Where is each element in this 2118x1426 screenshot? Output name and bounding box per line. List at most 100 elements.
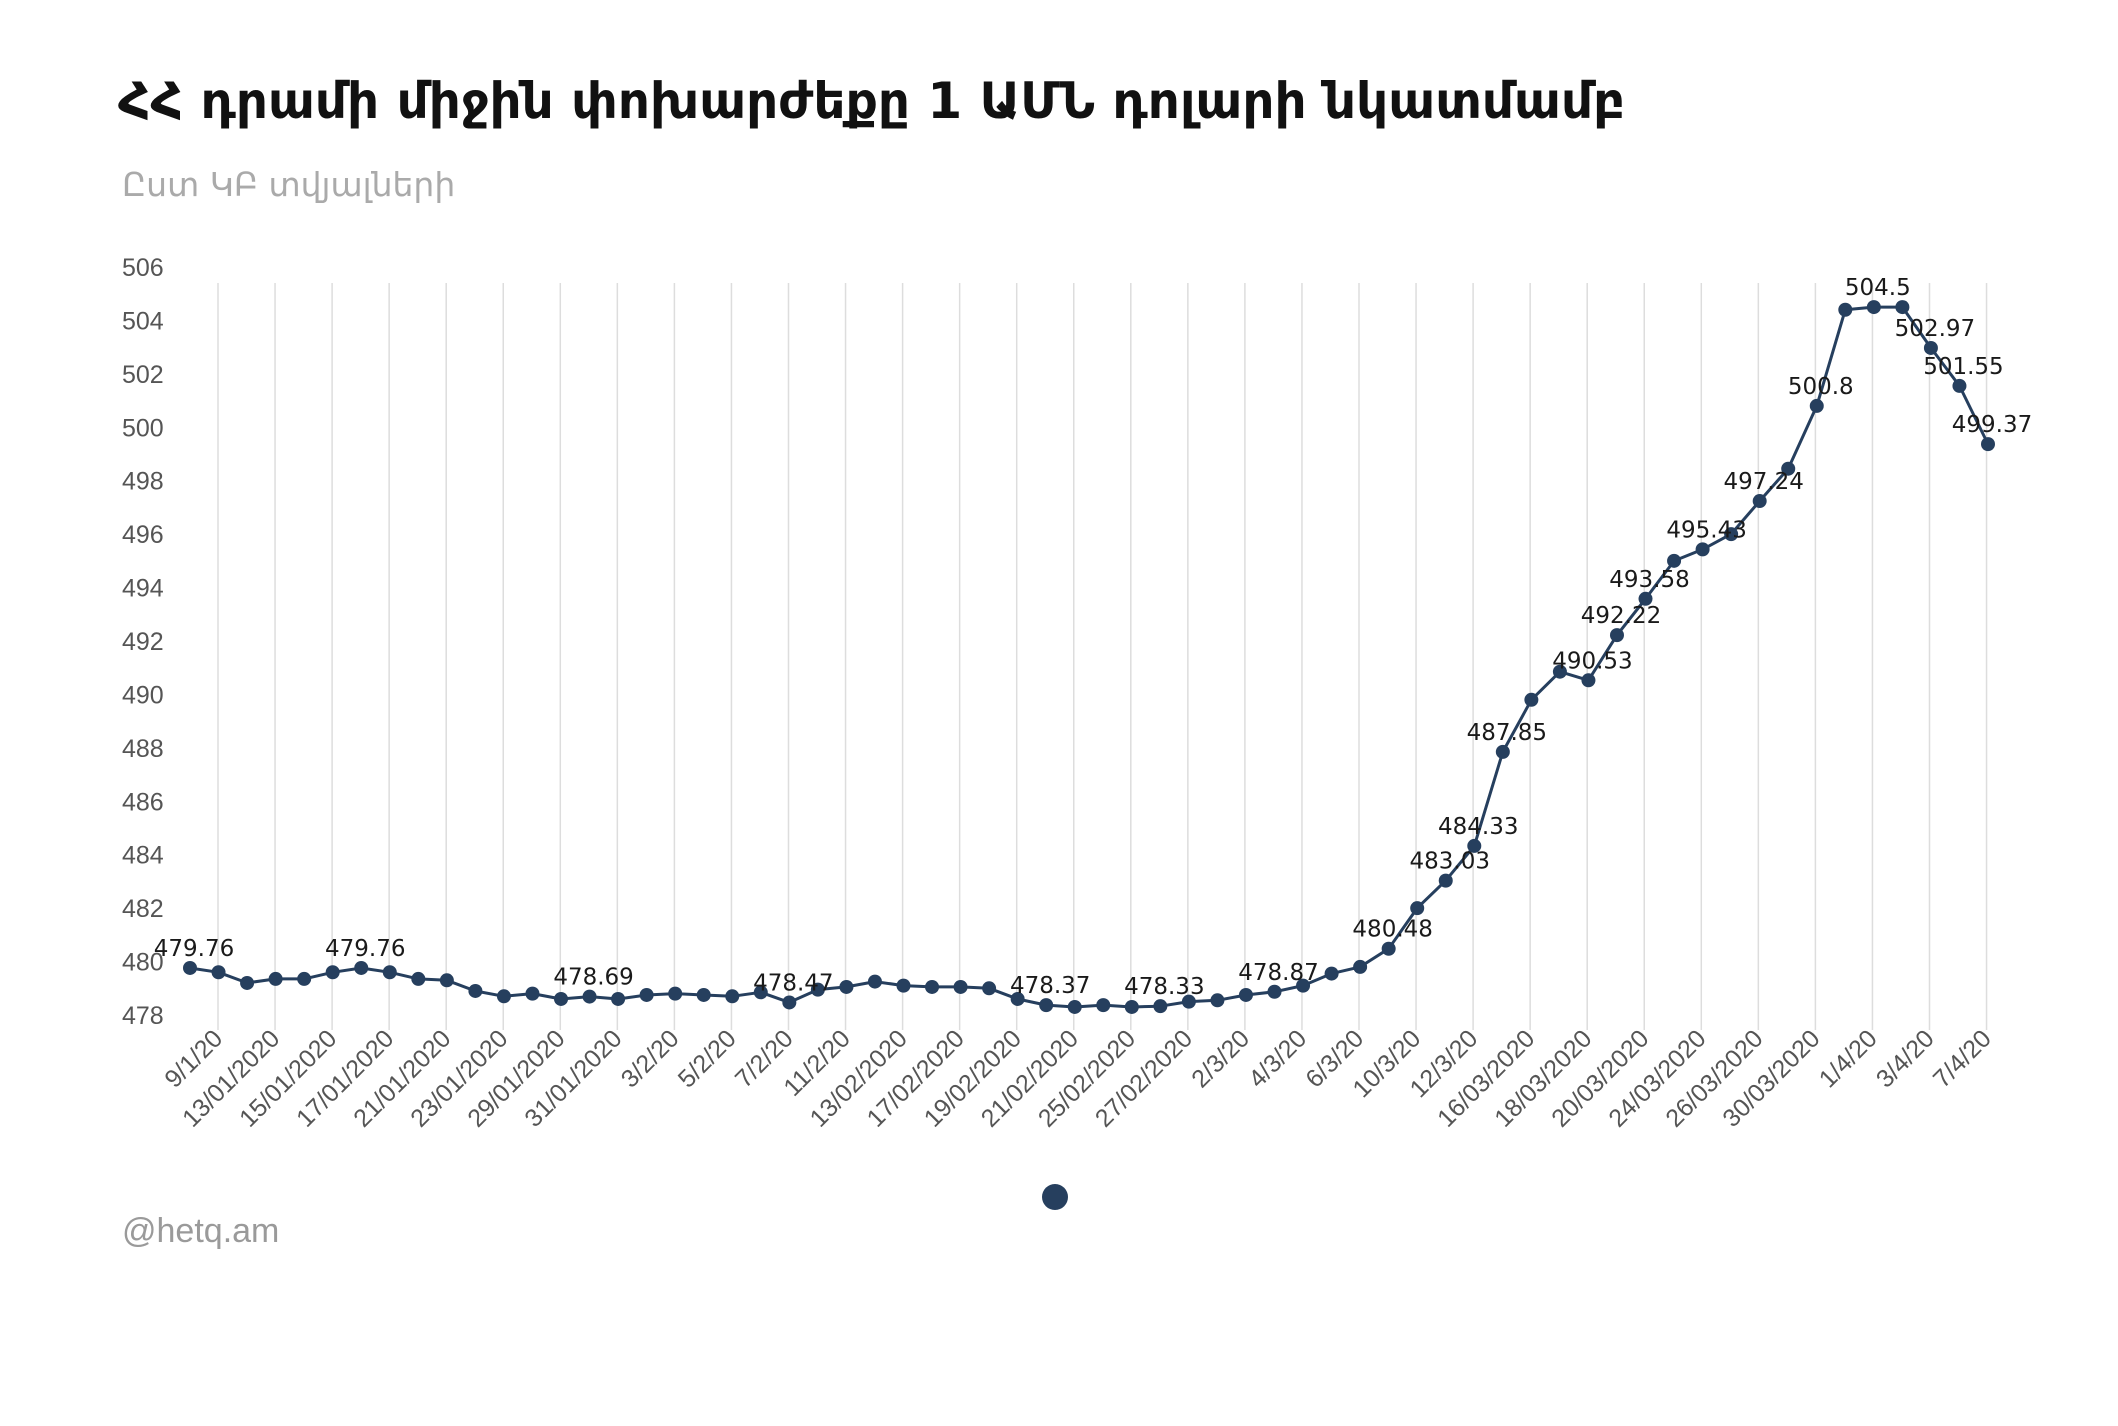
data-point [411,971,426,986]
legend[interactable] [1042,1184,1068,1210]
data-label: 499.37 [1952,412,2032,438]
data-point [554,991,569,1006]
y-tick-label: 494 [122,575,164,603]
data-point [839,979,854,994]
series-points [183,300,1995,1014]
data-point [696,987,711,1002]
x-tick-label: 3/2/20 [616,1024,685,1093]
data-point [867,974,882,989]
y-tick-label: 492 [122,628,164,656]
y-tick-label: 490 [122,681,164,709]
data-point [1866,300,1881,315]
data-point [183,960,197,975]
data-point [1324,966,1339,981]
data-point [1552,664,1567,679]
data-label: 487.85 [1467,720,1547,746]
data-point [1524,692,1539,707]
data-point [382,965,397,980]
y-tick-label: 478 [122,1002,164,1030]
data-point [1181,994,1196,1009]
data-point [468,983,483,998]
data-point [1039,998,1054,1013]
data-point [1096,998,1111,1013]
chart-subtitle: Ըստ ԿԲ տվյալների [122,165,456,204]
data-point [1724,527,1739,542]
vertical-gridlines [217,283,1988,1030]
data-point [1381,941,1396,956]
x-tick-label: 7/4/20 [1928,1024,1997,1093]
data-point [725,989,740,1004]
data-point [1410,901,1425,916]
y-tick-label: 504 [122,307,164,335]
data-point [1981,437,1995,452]
data-point [668,986,683,1001]
data-point [297,971,312,986]
y-tick-label: 484 [122,842,164,870]
data-point [1781,461,1796,476]
data-point [753,985,768,1000]
chart-title: ՀՀ դրամի միջին փոխարժեքը 1 ԱՄՆ դոլարի նկ… [118,72,1626,130]
data-point [925,979,940,994]
data-point [611,991,626,1006]
data-point [1895,300,1910,315]
x-tick-label: 1/4/20 [1814,1024,1883,1093]
y-tick-label: 488 [122,735,164,763]
data-label: 478.37 [1010,973,1090,999]
data-label: 484.33 [1438,814,1518,840]
data-point [1210,993,1225,1008]
data-point [1752,494,1767,509]
data-point [354,960,369,975]
credit-text: @hetq.am [122,1212,280,1250]
data-point [582,989,597,1004]
legend-marker[interactable] [1042,1184,1068,1210]
data-point [496,989,511,1004]
data-point [1495,744,1510,759]
data-point [1124,999,1139,1014]
data-point [953,979,968,994]
data-label: 479.76 [325,936,405,962]
y-tick-label: 482 [122,895,164,923]
data-point [1667,553,1682,568]
data-point [1010,991,1025,1006]
data-point [1267,984,1282,999]
data-point [1153,999,1168,1014]
data-label: 493.58 [1609,567,1689,593]
data-point [240,975,255,990]
data-label: 478.47 [753,970,833,996]
y-tick-label: 502 [122,361,164,389]
y-axis-ticks: 478 480 482 484 486 488 490 492 494 496 498 500 502 5… [122,254,164,1030]
y-tick-label: 486 [122,788,164,816]
series-line [189,305,1990,1009]
data-point [211,965,226,980]
data-point [1952,378,1967,393]
x-tick-label: 2/3/20 [1186,1024,1255,1093]
y-tick-label: 480 [122,949,164,977]
data-label: 478.69 [553,965,633,991]
y-tick-label: 498 [122,468,164,496]
y-tick-label: 500 [122,414,164,442]
data-point [1296,978,1311,993]
y-tick-label: 496 [122,521,164,549]
data-point [1238,987,1253,1002]
data-label: 502.97 [1895,316,1975,342]
x-tick-label: 5/2/20 [673,1024,742,1093]
data-point [896,978,911,993]
series-path [189,305,1990,1009]
data-point [1438,873,1453,888]
y-tick-label: 506 [122,254,164,282]
data-label: 492.22 [1581,603,1661,629]
data-point [982,981,997,996]
data-point [268,971,283,986]
data-point [1923,340,1938,355]
x-tick-label: 4/3/20 [1243,1024,1312,1093]
data-label: 478.87 [1238,960,1318,986]
data-point [439,973,454,988]
x-tick-label: 3/4/20 [1871,1024,1940,1093]
data-point [1353,959,1368,974]
data-point [1638,591,1653,606]
data-point [1467,838,1482,853]
data-point [1695,542,1710,557]
data-point [1609,628,1624,643]
data-label: 480.48 [1352,917,1432,943]
